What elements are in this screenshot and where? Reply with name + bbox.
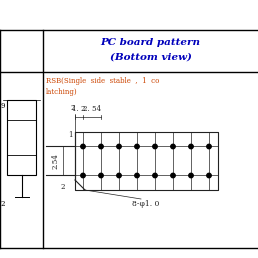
- Bar: [75, 132, 218, 190]
- Circle shape: [207, 173, 211, 178]
- Circle shape: [207, 144, 211, 149]
- Text: PC board pattern: PC board pattern: [101, 37, 200, 46]
- Text: 2: 2: [61, 183, 65, 191]
- Text: 2: 2: [71, 104, 75, 112]
- Circle shape: [153, 173, 157, 178]
- Text: (Bottom view): (Bottom view): [110, 52, 191, 61]
- Circle shape: [135, 144, 139, 149]
- Circle shape: [81, 144, 85, 149]
- Circle shape: [189, 144, 193, 149]
- Circle shape: [171, 173, 175, 178]
- Text: 2.54: 2.54: [51, 153, 59, 169]
- Circle shape: [99, 144, 103, 149]
- Circle shape: [171, 144, 175, 149]
- Text: latching): latching): [46, 88, 78, 96]
- Circle shape: [117, 144, 121, 149]
- Text: 1: 1: [68, 131, 72, 139]
- Bar: [7, 100, 36, 175]
- Circle shape: [189, 173, 193, 178]
- Circle shape: [99, 173, 103, 178]
- Circle shape: [135, 173, 139, 178]
- Text: 9: 9: [1, 102, 5, 110]
- Text: 8-φ1. 0: 8-φ1. 0: [132, 200, 160, 208]
- Text: RSB(Single  side  stable  ,  1  co: RSB(Single side stable , 1 co: [46, 77, 159, 85]
- Text: 2: 2: [1, 200, 5, 208]
- Text: 1. 2: 1. 2: [72, 105, 86, 113]
- Circle shape: [81, 173, 85, 178]
- Circle shape: [117, 173, 121, 178]
- Circle shape: [153, 144, 157, 149]
- Text: 2. 54: 2. 54: [83, 105, 101, 113]
